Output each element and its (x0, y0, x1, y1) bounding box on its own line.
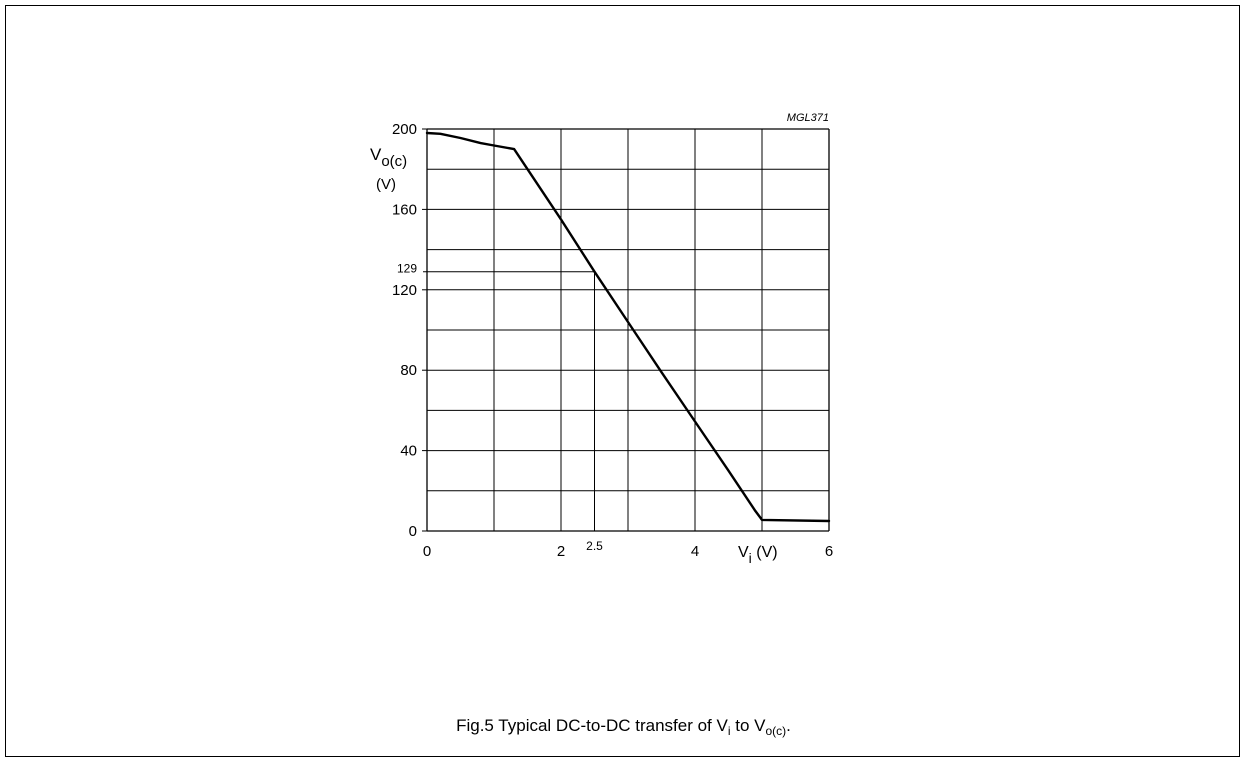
x-axis-label: Vi (V) (738, 544, 778, 566)
x-tick-label: 6 (825, 543, 833, 560)
y-tick-label: 40 (400, 443, 417, 460)
y-tick-label: 120 (392, 282, 417, 299)
x-tick-label: 0 (423, 543, 431, 560)
figure-frame (5, 5, 1240, 757)
series-line (425, 131, 831, 523)
x-marker-label: 2.5 (586, 539, 603, 553)
grid (422, 128, 830, 532)
y-tick-label: 0 (409, 523, 417, 540)
y-tick-label: 200 (392, 121, 417, 138)
y-axis-label: Vo(c) (370, 145, 407, 170)
y-tick-label: 80 (400, 362, 417, 379)
series-layer (425, 131, 831, 523)
tick-labels: 0 40 80 120 160 200 129 0 2 4 6 2.5 (392, 121, 833, 560)
x-tick-label: 4 (691, 543, 699, 560)
y-tick-label: 160 (392, 201, 417, 218)
y-axis-unit: (V) (376, 176, 396, 193)
y-marker-label: 129 (397, 262, 417, 276)
figure-caption: Fig.5 Typical DC-to-DC transfer of Vi to… (456, 716, 791, 738)
x-tick-label: 2 (557, 543, 565, 560)
figure-code: MGL371 (787, 112, 829, 124)
